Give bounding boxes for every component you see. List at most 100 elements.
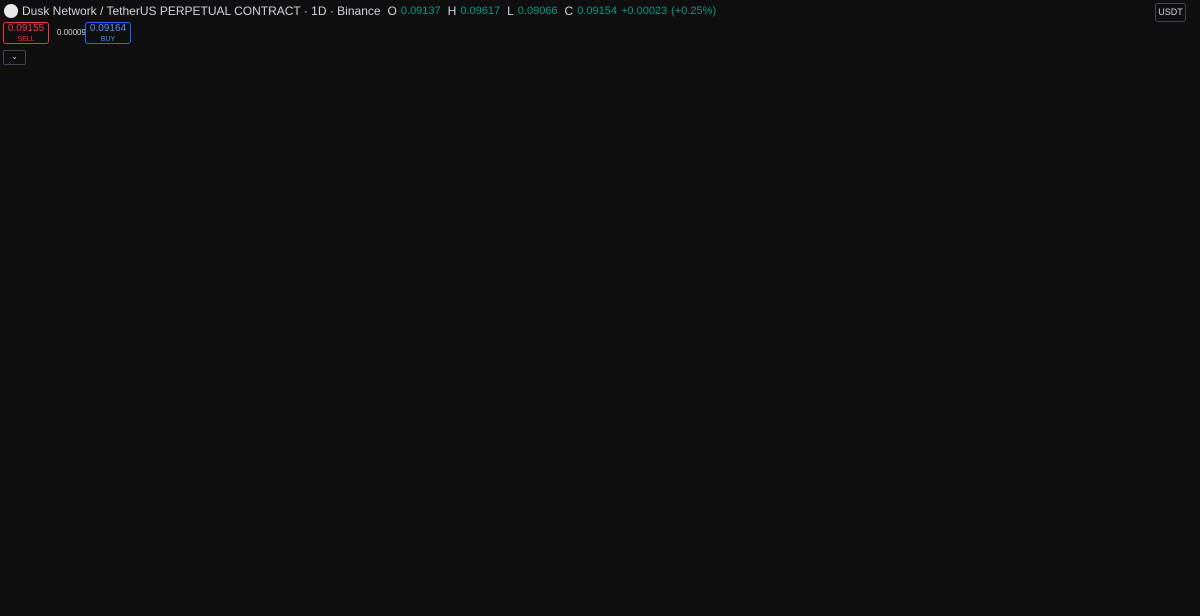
- y-tick-label: 0.14000: [1158, 358, 1192, 369]
- candle-body: [248, 458, 255, 473]
- last-price-label: 0.09154: [1158, 454, 1189, 464]
- ohlc-key: L: [507, 4, 514, 18]
- sell-button[interactable]: 0.09155 SELL: [3, 22, 49, 44]
- candle-body: [836, 478, 843, 492]
- candle-body: [469, 366, 476, 397]
- candle-body: [258, 458, 265, 463]
- countdown: 12:26:23: [1156, 464, 1189, 474]
- candle-body: [909, 493, 915, 502]
- candle-body: [558, 382, 565, 413]
- change: +0.00023: [620, 5, 668, 17]
- x-tick-label: Sep: [857, 601, 874, 612]
- entry-price-label: 0.08306: [1158, 471, 1189, 481]
- y-tick-label: 0.10000: [1158, 437, 1192, 448]
- candle-body: [122, 164, 129, 344]
- symbol-title: Dusk Network / TetherUS PERPETUAL CONTRA…: [22, 4, 381, 18]
- collapse-button[interactable]: ⌄: [3, 50, 26, 65]
- stop-price-label-box: [1156, 534, 1190, 547]
- candle-body: [529, 327, 535, 348]
- candle-body: [327, 422, 334, 477]
- candle-body: [185, 392, 192, 473]
- candle-body: [628, 442, 635, 473]
- x-tick-label: May: [450, 601, 468, 612]
- x-tick-label: Feb: [157, 601, 173, 612]
- y-tick-label: 0.26000: [1158, 120, 1192, 131]
- last-price-box: [1156, 453, 1190, 478]
- candle-body: [773, 517, 780, 522]
- candle-body: [499, 353, 506, 393]
- x-tick-label: Oct: [957, 601, 972, 612]
- candle-body: [614, 442, 621, 453]
- x-tick-label: Mar: [250, 601, 266, 612]
- candle-body: [59, 549, 66, 554]
- header: Dusk Network / TetherUS PERPETUAL CONTRA…: [4, 4, 716, 18]
- candle-body: [307, 452, 314, 463]
- candle-body: [73, 543, 79, 550]
- entry-circle: [925, 459, 959, 493]
- candle-body: [145, 244, 152, 324]
- y-tick-label: 0.16000: [1158, 318, 1192, 329]
- candle-body: [429, 343, 436, 364]
- entry-price-label-box: [1156, 469, 1190, 482]
- candle-body: [96, 521, 103, 534]
- candle-body: [667, 481, 674, 486]
- candle-body: [49, 553, 56, 558]
- currency-button[interactable]: USDT: [1155, 3, 1186, 22]
- candle-body: [172, 392, 179, 423]
- candle-body: [826, 491, 833, 500]
- candle-body: [115, 343, 122, 473]
- candle-body: [287, 448, 294, 457]
- candle-body: [367, 422, 374, 433]
- spread: 0.00009: [57, 28, 86, 37]
- change-percent: (+0.25%): [671, 5, 717, 17]
- ohlc-value: 0.09617: [460, 5, 501, 17]
- y-tick-label: 0.18000: [1158, 278, 1192, 289]
- y-tick-label: 0.28000: [1158, 80, 1192, 91]
- y-tick-label: 0.12000: [1158, 397, 1192, 408]
- y-tick-label: 0.20000: [1158, 239, 1192, 250]
- candle-body: [0, 545, 3, 548]
- x-tick-label: Apr: [353, 601, 368, 612]
- buy-button[interactable]: 0.09164 BUY: [85, 22, 131, 44]
- candle-body: [393, 382, 400, 403]
- y-tick-label: 0.24000: [1158, 159, 1192, 170]
- candle-body: [786, 509, 793, 518]
- x-tick-label: Jun: [554, 601, 569, 612]
- candle-body: [813, 499, 820, 502]
- candle-body: [205, 422, 212, 429]
- candle-body: [10, 547, 17, 552]
- candle-body: [106, 472, 113, 522]
- sell-label: SELL: [17, 36, 35, 43]
- zone: [402, 292, 1025, 314]
- tv-logo: 𝟏𝟕: [5, 576, 23, 593]
- y-tick-label: 0.30000: [1158, 40, 1192, 51]
- candle-body: [178, 422, 185, 473]
- candle-body: [357, 422, 364, 433]
- candle-body: [267, 462, 274, 467]
- candle-body: [545, 347, 552, 383]
- settings-icon[interactable]: [1174, 601, 1184, 611]
- ohlc-value: 0.09066: [517, 5, 558, 17]
- stop-area: [938, 475, 1112, 541]
- x-tick-label: Aug: [755, 601, 772, 612]
- x-tick-label: 2026: [52, 601, 73, 612]
- candle-body: [165, 392, 172, 403]
- sell-price: 0.09155: [7, 23, 45, 34]
- candle-body: [942, 459, 949, 473]
- entry-annotation: ENTRY: [869, 518, 943, 543]
- candle-body: [482, 353, 489, 367]
- target-area: [938, 62, 1112, 476]
- x-tick-label: Jul: [655, 601, 667, 612]
- candle-body: [885, 478, 892, 482]
- candle-body: [575, 412, 582, 433]
- candle-body: [195, 392, 202, 423]
- ohlc-value: 0.09137: [400, 5, 441, 17]
- candle-body: [585, 432, 592, 463]
- candle-body: [717, 491, 724, 502]
- candle-body: [86, 533, 93, 544]
- stop-price-label: 0.05055: [1158, 535, 1189, 545]
- candle-body: [459, 382, 466, 397]
- candle-body: [297, 448, 304, 453]
